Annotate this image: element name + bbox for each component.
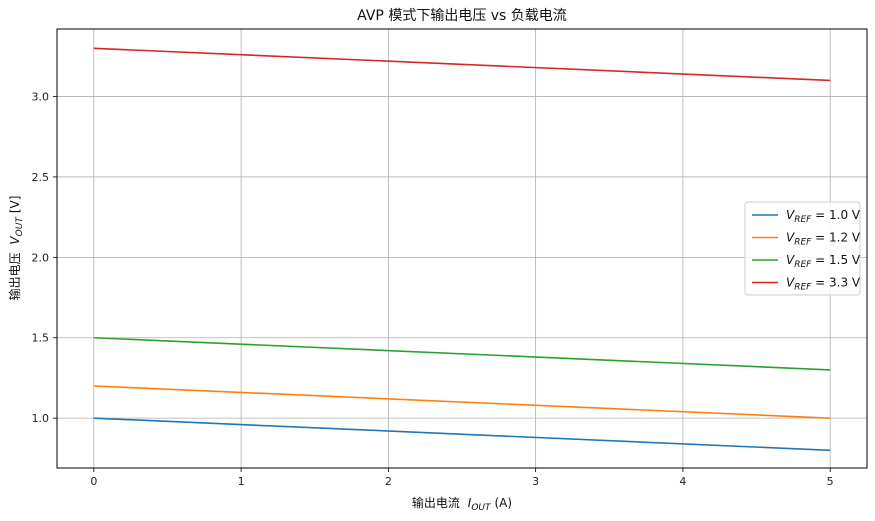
- y-tick-label: 3.0: [32, 91, 50, 104]
- legend-box: [744, 201, 861, 296]
- y-tick-label: 2.0: [32, 251, 50, 264]
- x-axis-label: 输出电流 IOUT (A): [412, 495, 512, 513]
- y-axis-label-unit: [V]: [8, 196, 22, 214]
- legend: VREF = 1.0 V VREF = 1.2 V VREF = 1.5 V VREF…: [744, 201, 861, 296]
- x-tick-label: 2: [385, 475, 392, 488]
- x-tick-label: 1: [238, 475, 245, 488]
- x-axis-label-subscript: OUT: [471, 503, 492, 513]
- plot-lines: [93, 47, 831, 452]
- series-line-1: [93, 417, 831, 452]
- chart-title: AVP 模式下输出电压 vs 负载电流: [357, 8, 567, 24]
- y-tick-label: 1.5: [32, 332, 50, 345]
- x-tick-label: 4: [679, 475, 686, 488]
- x-ticks: 0 1 2 3 4 5: [90, 468, 834, 488]
- y-axis-label-symbol: V: [8, 236, 22, 245]
- y-tick-label: 2.5: [32, 171, 50, 184]
- legend-label-4: VREF = 3.3 V: [786, 276, 861, 293]
- plot-frame: [56, 28, 868, 469]
- y-axis-label-main: 输出电压: [7, 252, 22, 300]
- y-tick-label: 1.0: [32, 412, 50, 425]
- series-line-3: [93, 336, 831, 371]
- x-axis-label-unit: (A): [494, 496, 512, 510]
- y-ticks: 1.0 1.5 2.0 2.5 3.0: [32, 91, 57, 425]
- y-axis-label: 输出电压 VOUT [V]: [7, 196, 25, 301]
- series-line-2: [93, 385, 831, 419]
- x-axis-label-main: 输出电流: [412, 495, 460, 510]
- legend-label-3: VREF = 1.5 V: [786, 253, 861, 270]
- x-tick-label: 5: [827, 475, 834, 488]
- y-axis-label-subscript: OUT: [15, 216, 25, 237]
- series-line-4: [93, 47, 831, 82]
- legend-label-1: VREF = 1.0 V: [786, 208, 861, 225]
- x-tick-label: 3: [532, 475, 539, 488]
- x-tick-label: 0: [90, 475, 97, 488]
- x-axis-label-symbol: I: [468, 496, 472, 510]
- legend-label-2: VREF = 1.2 V: [786, 231, 861, 248]
